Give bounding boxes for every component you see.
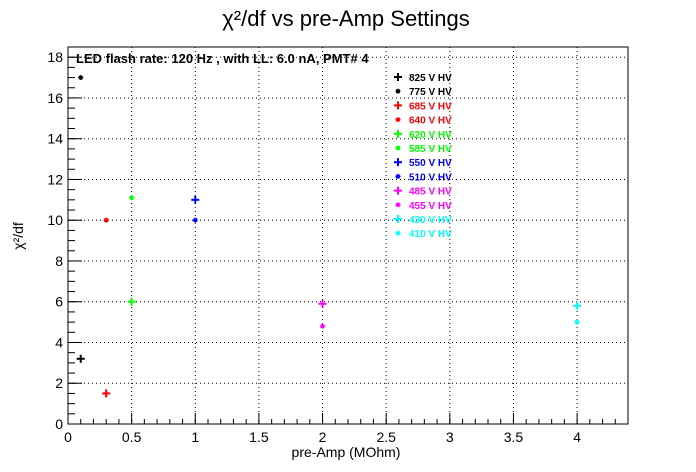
legend-entry: 410 V HV	[395, 229, 452, 240]
legend-entry: 550 V HV	[394, 158, 452, 169]
data-point	[76, 354, 85, 363]
legend-marker	[395, 117, 401, 123]
data-point	[573, 301, 582, 310]
x-tick-label: 3	[446, 429, 454, 445]
y-tick-label: 16	[47, 90, 63, 106]
legend-label: 775 V HV	[409, 87, 452, 98]
legend-marker	[395, 202, 401, 208]
y-tick-label: 4	[55, 334, 63, 350]
legend-entry: 775 V HV	[395, 87, 452, 98]
x-tick-label: 0.5	[122, 429, 142, 445]
data-point	[318, 299, 327, 308]
data-point	[129, 195, 135, 201]
legend-marker	[395, 145, 401, 151]
axes: 0 0.5 1 1.5 2 2.5 3 3.5 4 0 2 4 6 8 10 12 14 16 18	[47, 46, 629, 445]
legend-entry: 455 V HV	[395, 201, 452, 212]
y-tick-label: 12	[47, 171, 63, 187]
data-point	[574, 319, 580, 325]
legend-entry: 640 V HV	[395, 116, 452, 127]
x-tick-label: 2	[319, 429, 327, 445]
chart-title: χ²/df vs pre-Amp Settings	[222, 6, 470, 31]
legend-entry: 485 V HV	[394, 186, 452, 198]
chart-subtitle: LED flash rate: 120 Hz , with LL: 6.0 nA…	[76, 51, 369, 66]
legend-marker	[395, 88, 401, 94]
legend-entry: 430 V HV	[394, 215, 452, 226]
legend-marker	[394, 215, 402, 223]
legend-entry: 620 V HV	[394, 129, 452, 141]
x-axis-label: pre-Amp (MOhm)	[292, 444, 401, 460]
legend-label: 685 V HV	[409, 101, 452, 112]
data-point	[192, 217, 198, 223]
y-tick-label: 8	[55, 253, 63, 269]
legend-label: 620 V HV	[409, 130, 452, 141]
data-marks	[76, 75, 582, 398]
data-point	[102, 389, 111, 398]
data-point	[127, 297, 136, 306]
legend-marker	[394, 101, 402, 110]
data-point	[78, 75, 84, 81]
data-point	[103, 217, 109, 223]
x-tick-label: 0	[64, 429, 72, 445]
x-tick-label: 1	[191, 429, 199, 445]
x-tick-label: 3.5	[504, 429, 524, 445]
y-tick-label: 10	[47, 212, 63, 228]
x-tick-label: 4	[573, 429, 581, 445]
y-tick-label: 6	[55, 294, 63, 310]
legend-entry: 585 V HV	[395, 144, 452, 155]
legend-entry: 825 V HV	[394, 73, 452, 84]
grid	[68, 47, 628, 424]
legend-marker	[394, 129, 402, 138]
legend-label: 485 V HV	[409, 187, 452, 198]
legend: 825 V HV 775 V HV 685 V HV 640 V HV 620 V HV…	[394, 73, 452, 240]
data-point	[191, 195, 200, 204]
y-tick-label: 14	[47, 131, 63, 147]
legend-label: 510 V HV	[409, 172, 452, 183]
y-tick-label: 0	[55, 416, 63, 432]
legend-marker	[394, 73, 402, 81]
legend-entry: 510 V HV	[395, 172, 452, 183]
legend-label: 550 V HV	[409, 158, 452, 169]
legend-label: 585 V HV	[409, 144, 452, 155]
x-tick-label: 2.5	[376, 429, 396, 445]
y-tick-label: 18	[47, 49, 63, 65]
data-point	[320, 323, 326, 329]
legend-marker	[394, 158, 402, 167]
plot-frame	[67, 46, 629, 425]
y-tick-label: 2	[55, 375, 63, 391]
legend-marker	[394, 186, 402, 195]
legend-label: 410 V HV	[409, 229, 452, 240]
x-tick-label: 1.5	[249, 429, 269, 445]
legend-label: 455 V HV	[409, 201, 452, 212]
legend-entry: 685 V HV	[394, 101, 452, 112]
y-axis-label: χ²/df	[10, 222, 26, 250]
legend-label: 640 V HV	[409, 116, 452, 127]
legend-label: 430 V HV	[409, 215, 452, 226]
legend-marker	[395, 173, 401, 179]
legend-label: 825 V HV	[409, 73, 452, 84]
legend-marker	[395, 230, 401, 236]
